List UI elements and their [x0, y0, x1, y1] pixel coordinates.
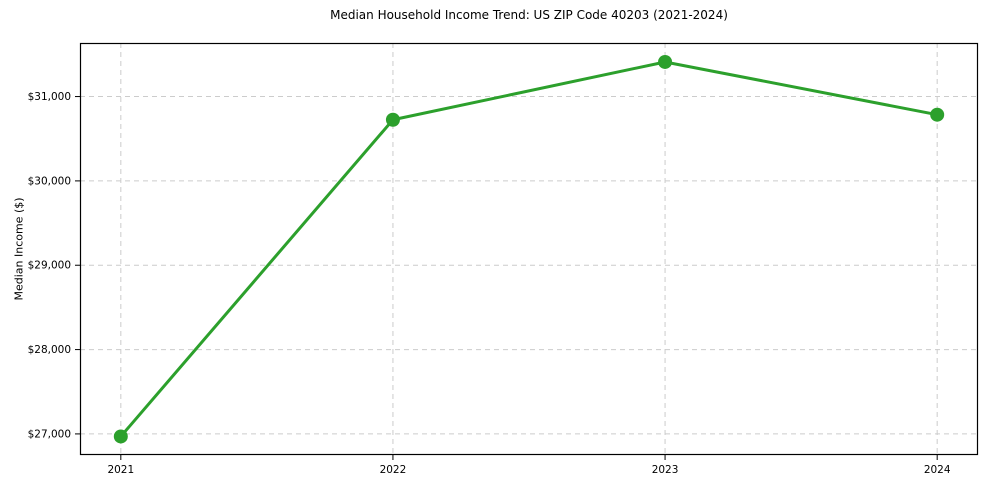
x-tick-label: 2022 [380, 464, 407, 476]
y-tick-label: $27,000 [28, 428, 71, 440]
data-point [113, 429, 128, 444]
x-ticks: 2021 2022 2023 2024 [107, 455, 951, 476]
data-point [385, 112, 400, 127]
data-points [113, 54, 945, 444]
y-tick-label: $29,000 [28, 260, 71, 272]
y-tick-label: $28,000 [28, 344, 71, 356]
data-point [930, 107, 945, 122]
x-tick-label: 2021 [107, 464, 134, 476]
income-line [119, 60, 939, 438]
plot-border [79, 42, 979, 456]
y-ticks: $27,000 $28,000 $29,000 $30,000 $31,000 [28, 91, 80, 440]
x-tick-label: 2024 [924, 464, 951, 476]
chart-title: Median Household Income Trend: US ZIP Co… [330, 8, 728, 22]
data-point [658, 54, 673, 69]
y-tick-label: $31,000 [28, 91, 71, 103]
x-tick-label: 2023 [652, 464, 679, 476]
grid [80, 43, 978, 455]
y-tick-label: $30,000 [28, 175, 71, 187]
